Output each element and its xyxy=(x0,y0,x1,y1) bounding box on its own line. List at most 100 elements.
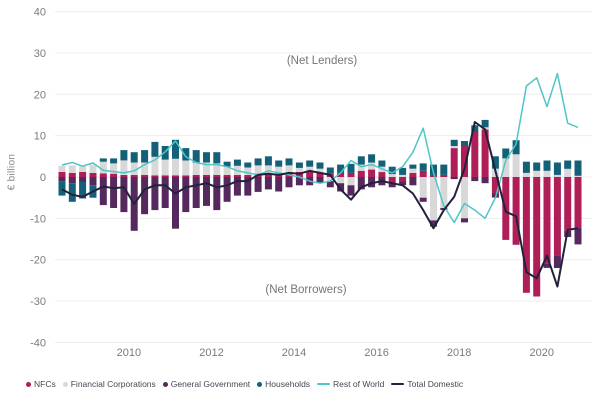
bar-segment-financial-corporations xyxy=(192,162,200,175)
bar-segment-general-government xyxy=(574,227,582,245)
bar-segment-households xyxy=(337,164,345,173)
x-tick-label: 2014 xyxy=(282,347,306,359)
bar-segment-nfcs xyxy=(130,174,138,177)
line-rest-of-world xyxy=(61,72,579,224)
x-tick-label: 2010 xyxy=(117,347,141,359)
bar-segment-financial-corporations xyxy=(172,158,179,176)
bar-segment-general-government xyxy=(481,177,489,184)
bar-segment-households xyxy=(203,152,210,163)
bar-segment-financial-corporations xyxy=(399,174,407,177)
bar-segment-households xyxy=(409,164,417,169)
bar-segment-households xyxy=(491,156,499,169)
bar-segment-nfcs xyxy=(79,172,87,177)
bar-segment-nfcs xyxy=(172,175,179,177)
bar-segment-financial-corporations xyxy=(347,177,355,186)
legend-label: Households xyxy=(265,379,311,389)
bar-segment-financial-corporations xyxy=(295,167,303,172)
bar-segment-households xyxy=(574,160,582,176)
bar-segment-financial-corporations xyxy=(213,163,221,175)
bar-segment-general-government xyxy=(192,177,200,208)
bar-segment-general-government xyxy=(295,177,303,186)
bar-segment-households xyxy=(399,167,407,175)
bar-segment-households xyxy=(99,158,107,162)
bar-segment-financial-corporations xyxy=(99,161,107,174)
bar-segment-general-government xyxy=(399,181,407,186)
legend-item-financial-corporations: Financial Corporations xyxy=(62,379,156,389)
bar-segment-households xyxy=(79,182,87,199)
bar-segment-general-government xyxy=(461,218,468,223)
bar-segment-nfcs xyxy=(244,174,252,177)
rest-of-world-legend-marker-icon xyxy=(317,383,331,385)
bar-segment-households xyxy=(306,160,314,167)
bar-segment-general-government xyxy=(285,177,293,188)
bar-segment-households xyxy=(553,162,561,175)
bar-segment-financial-corporations xyxy=(223,166,231,175)
bar-segment-financial-corporations xyxy=(89,164,97,173)
bar-segment-nfcs xyxy=(264,173,272,177)
bar-segment-general-government xyxy=(388,183,396,188)
bar-segment-households xyxy=(419,163,427,171)
bar-segment-households xyxy=(172,139,179,159)
bar-segment-nfcs xyxy=(161,175,169,177)
bar-segment-households xyxy=(244,162,252,168)
y-tick-label: 10 xyxy=(34,131,46,143)
bar-segment-nfcs xyxy=(316,172,324,177)
households-legend-marker-icon xyxy=(257,381,263,387)
financial-corporations-legend-marker-icon xyxy=(62,381,68,387)
bar-segment-households xyxy=(564,160,572,169)
bar-segment-general-government xyxy=(182,177,190,213)
bar-segment-financial-corporations xyxy=(522,172,530,177)
bar-segment-households xyxy=(502,148,510,159)
bar-segment-households xyxy=(58,181,66,196)
bar-segment-financial-corporations xyxy=(419,177,427,198)
bar-segment-nfcs xyxy=(419,170,427,177)
bar-segment-financial-corporations xyxy=(574,175,582,177)
legend: NFCs Financial Corporations General Govern… xyxy=(26,379,463,389)
bar-segment-nfcs xyxy=(141,174,149,177)
bar-segment-nfcs xyxy=(388,177,396,184)
bar-segment-nfcs xyxy=(533,177,541,297)
bar-segment-general-government xyxy=(543,263,551,268)
bar-segment-financial-corporations xyxy=(285,165,293,173)
legend-item-rest-of-world: Rest of World xyxy=(317,379,384,389)
bar-segment-financial-corporations xyxy=(450,146,458,149)
bar-segment-financial-corporations xyxy=(182,160,190,176)
bar-segment-households xyxy=(533,162,541,171)
bar-segment-nfcs xyxy=(99,173,107,177)
total-domestic-legend-marker-icon xyxy=(391,383,405,385)
legend-item-general-government: General Government xyxy=(162,379,250,389)
bar-segment-general-government xyxy=(172,177,179,229)
bar-segment-nfcs xyxy=(192,174,200,177)
bar-segment-general-government xyxy=(264,177,272,190)
bar-segment-nfcs xyxy=(522,177,530,293)
bar-segment-general-government xyxy=(89,177,97,186)
bar-segment-nfcs xyxy=(378,172,386,177)
bar-segment-financial-corporations xyxy=(368,162,376,170)
bar-segment-general-government xyxy=(223,177,231,202)
bar-segment-general-government xyxy=(471,177,479,182)
bar-segment-general-government xyxy=(203,177,210,206)
bar-segment-financial-corporations xyxy=(440,177,448,208)
bar-segment-general-government xyxy=(254,177,262,192)
bar-segment-households xyxy=(285,158,293,166)
bar-segment-nfcs xyxy=(89,172,97,177)
y-tick-label: 0 xyxy=(40,172,46,184)
bar-segment-financial-corporations xyxy=(512,154,520,177)
y-axis-title: € billion xyxy=(6,153,18,191)
bar-segment-households xyxy=(378,160,386,167)
bar-segment-nfcs xyxy=(461,146,468,177)
bar-segment-nfcs xyxy=(233,174,241,177)
bar-segment-nfcs xyxy=(223,174,231,177)
legend-label: Total Domestic xyxy=(407,379,464,389)
bar-segment-households xyxy=(264,156,272,166)
bar-segment-households xyxy=(130,152,138,163)
bar-segment-financial-corporations xyxy=(68,165,76,173)
legend-item-households: Households xyxy=(257,379,310,389)
bar-segment-financial-corporations xyxy=(244,167,252,175)
bar-segment-financial-corporations xyxy=(502,158,510,177)
bar-segment-households xyxy=(223,161,231,167)
bar-segment-households xyxy=(440,164,448,175)
bar-segment-households xyxy=(543,160,551,171)
bar-segment-households xyxy=(461,141,468,146)
